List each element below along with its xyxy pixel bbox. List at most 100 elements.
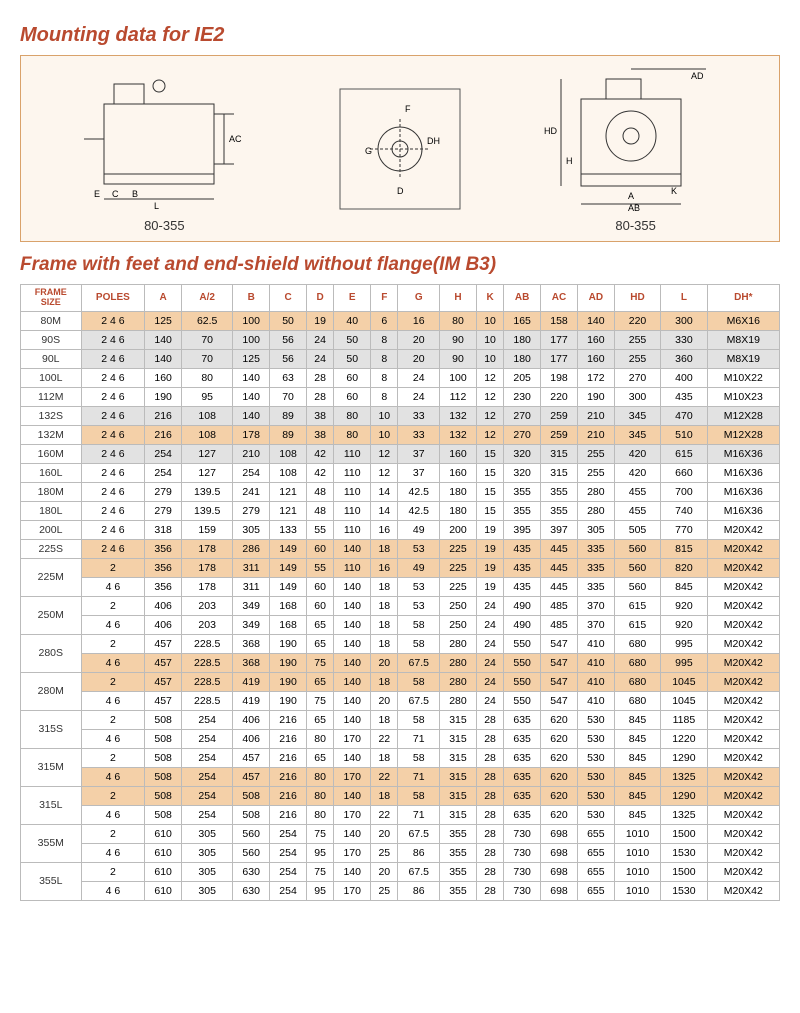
data-cell: 42 — [306, 463, 333, 482]
table-row: 4 66103055602549517025863552873069865510… — [21, 843, 780, 862]
data-cell: 216 — [270, 805, 307, 824]
data-cell: 315 — [440, 710, 477, 729]
data-cell: 630 — [233, 862, 270, 881]
data-cell: 75 — [306, 691, 333, 710]
data-cell: 24 — [476, 653, 503, 672]
data-cell: M20X42 — [707, 672, 779, 691]
data-cell: 20 — [398, 349, 440, 368]
data-cell: 508 — [145, 805, 182, 824]
data-cell: 108 — [182, 425, 233, 444]
table-row: 250M240620334916860140185325024490485370… — [21, 596, 780, 615]
data-cell: 180 — [440, 482, 477, 501]
data-cell: 50 — [334, 349, 371, 368]
data-cell: 180 — [440, 501, 477, 520]
table-row: 280M2457228.5419190651401858280245505474… — [21, 672, 780, 691]
frame-size-cell: 315M — [21, 748, 82, 786]
data-cell: 14 — [371, 501, 398, 520]
data-cell: 315 — [440, 729, 477, 748]
data-cell: 140 — [577, 311, 614, 330]
data-cell: 250 — [440, 615, 477, 634]
diagram-mid: F DH G D — [335, 84, 465, 214]
diagram-right: AD HD H A K AB 80-355 — [536, 64, 736, 233]
data-cell: 255 — [614, 349, 660, 368]
data-cell: 19 — [476, 539, 503, 558]
data-cell: 140 — [334, 748, 371, 767]
frame-size-cell: 315S — [21, 710, 82, 748]
data-cell: 18 — [371, 634, 398, 653]
data-cell: 165 — [504, 311, 541, 330]
frame-size-cell: 160M — [21, 444, 82, 463]
data-cell: 110 — [334, 444, 371, 463]
data-cell: 445 — [541, 577, 578, 596]
data-cell: 360 — [661, 349, 707, 368]
data-cell: 140 — [334, 653, 371, 672]
data-cell: 28 — [476, 843, 503, 862]
data-cell: 254 — [182, 786, 233, 805]
frame-size-cell: 132M — [21, 425, 82, 444]
data-cell: 216 — [145, 406, 182, 425]
data-cell: 180 — [504, 330, 541, 349]
data-cell: 610 — [145, 881, 182, 900]
data-cell: 25 — [371, 843, 398, 862]
data-cell: M20X42 — [707, 710, 779, 729]
data-cell: 730 — [504, 824, 541, 843]
data-cell: 2 — [81, 748, 145, 767]
mounting-data-table: FRAMESIZEPOLESAA/2BCDEFGHKABACADHDLDH* 8… — [20, 284, 780, 901]
data-cell: M20X42 — [707, 805, 779, 824]
data-cell: 28 — [476, 729, 503, 748]
data-cell: 698 — [541, 843, 578, 862]
data-cell: 259 — [541, 425, 578, 444]
data-cell: 16 — [398, 311, 440, 330]
data-cell: 228.5 — [182, 672, 233, 691]
data-cell: 820 — [661, 558, 707, 577]
data-cell: 2 4 6 — [81, 349, 145, 368]
data-cell: 550 — [504, 634, 541, 653]
data-cell: 58 — [398, 748, 440, 767]
table-row: 160M2 4 62541272101084211012371601532031… — [21, 444, 780, 463]
data-cell: 110 — [334, 520, 371, 539]
table-row: 160L2 4 62541272541084211012371601532031… — [21, 463, 780, 482]
data-cell: 19 — [476, 520, 503, 539]
data-cell: 655 — [577, 824, 614, 843]
data-cell: 4 6 — [81, 843, 145, 862]
data-cell: 655 — [577, 881, 614, 900]
data-cell: 420 — [614, 463, 660, 482]
data-cell: 71 — [398, 805, 440, 824]
data-cell: 22 — [371, 767, 398, 786]
svg-text:E: E — [94, 189, 100, 199]
data-cell: 2 4 6 — [81, 501, 145, 520]
data-cell: 10 — [476, 311, 503, 330]
data-cell: 28 — [476, 881, 503, 900]
data-cell: 305 — [182, 824, 233, 843]
data-cell: 49 — [398, 558, 440, 577]
frame-size-cell: 355M — [21, 824, 82, 862]
data-cell: 139.5 — [182, 501, 233, 520]
data-cell: 132 — [440, 406, 477, 425]
data-cell: 108 — [270, 463, 307, 482]
data-cell: 95 — [182, 387, 233, 406]
data-cell: 254 — [270, 824, 307, 843]
data-cell: 140 — [145, 349, 182, 368]
data-cell: 1290 — [661, 748, 707, 767]
data-cell: 335 — [577, 558, 614, 577]
frame-size-cell: 160L — [21, 463, 82, 482]
data-cell: 254 — [182, 710, 233, 729]
frame-size-cell: 100L — [21, 368, 82, 387]
data-cell: 1530 — [661, 843, 707, 862]
data-cell: 140 — [334, 615, 371, 634]
data-cell: 345 — [614, 406, 660, 425]
data-cell: 160 — [577, 330, 614, 349]
data-cell: 25 — [371, 881, 398, 900]
data-cell: 86 — [398, 843, 440, 862]
data-cell: 28 — [476, 805, 503, 824]
svg-text:B: B — [132, 189, 138, 199]
data-cell: 203 — [182, 615, 233, 634]
data-cell: 53 — [398, 577, 440, 596]
frame-size-cell: 355L — [21, 862, 82, 900]
data-cell: 349 — [233, 596, 270, 615]
data-cell: 1045 — [661, 691, 707, 710]
data-cell: 60 — [306, 596, 333, 615]
data-cell: 4 6 — [81, 881, 145, 900]
table-row: 315M250825445721665140185831528635620530… — [21, 748, 780, 767]
data-cell: 279 — [145, 482, 182, 501]
